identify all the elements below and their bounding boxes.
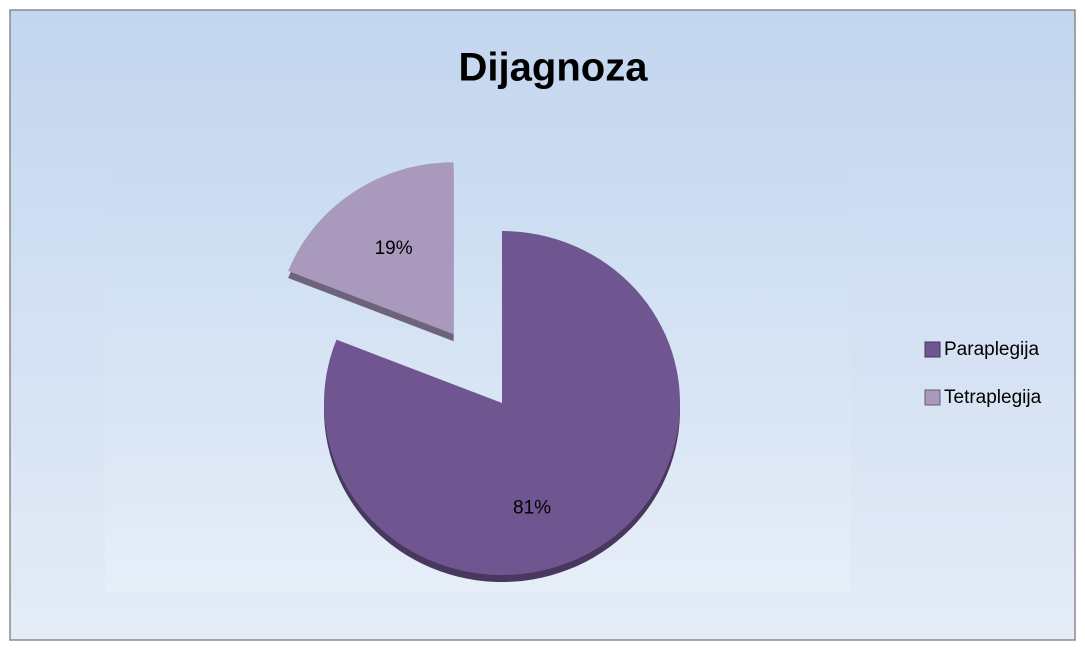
data-label: 19% bbox=[375, 238, 413, 259]
legend-label: Paraplegija bbox=[944, 339, 1039, 360]
legend-swatch bbox=[924, 389, 941, 406]
chart-title: Dijagnoza bbox=[459, 46, 649, 90]
legend-label: Tetraplegija bbox=[944, 387, 1042, 408]
data-label: 81% bbox=[513, 497, 551, 518]
legend-swatch bbox=[924, 341, 941, 358]
pie-slice bbox=[288, 162, 454, 335]
pie-slice bbox=[323, 231, 680, 576]
